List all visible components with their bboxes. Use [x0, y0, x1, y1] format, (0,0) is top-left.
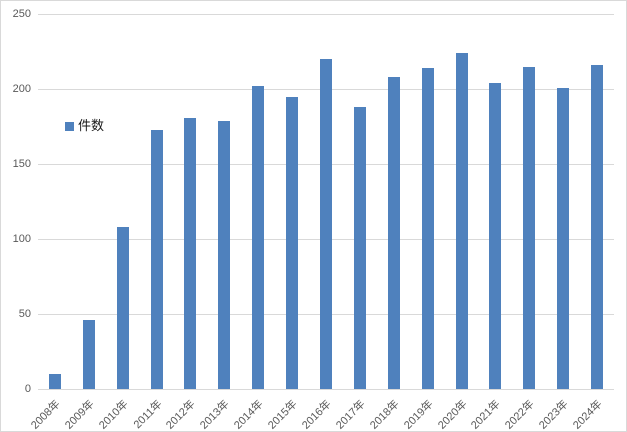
bar-2015年: [286, 96, 299, 389]
y-axis-tick-label: 0: [24, 383, 31, 395]
bar-2008年: [48, 374, 61, 389]
bar-2011年: [150, 129, 163, 389]
bar-2012年: [184, 117, 197, 389]
bar-2013年: [218, 120, 231, 389]
legend-label: 件数: [78, 118, 105, 133]
bar-2016年: [320, 59, 332, 389]
bar-2021年: [489, 83, 502, 389]
bar-2022年: [523, 66, 536, 389]
bar-2019年: [421, 68, 434, 389]
bar-2023年: [557, 87, 570, 389]
bar-2014年: [252, 86, 265, 389]
gridline: [38, 14, 614, 15]
y-axis-tick-label: 200: [12, 83, 31, 95]
gridline: [38, 389, 614, 390]
bar-2018年: [387, 77, 400, 389]
legend: 件数: [65, 119, 104, 133]
bar-2010年: [116, 227, 129, 389]
y-axis-tick-label: 50: [18, 308, 31, 320]
bar-2017年: [353, 107, 366, 389]
legend-marker-icon: [65, 121, 74, 131]
y-axis-tick-label: 100: [12, 233, 31, 245]
y-axis-tick-label: 150: [12, 158, 31, 170]
bar-2009年: [82, 320, 95, 389]
bar-2020年: [455, 53, 468, 389]
y-axis-tick-label: 250: [12, 8, 31, 20]
bar-2024年: [591, 65, 604, 389]
